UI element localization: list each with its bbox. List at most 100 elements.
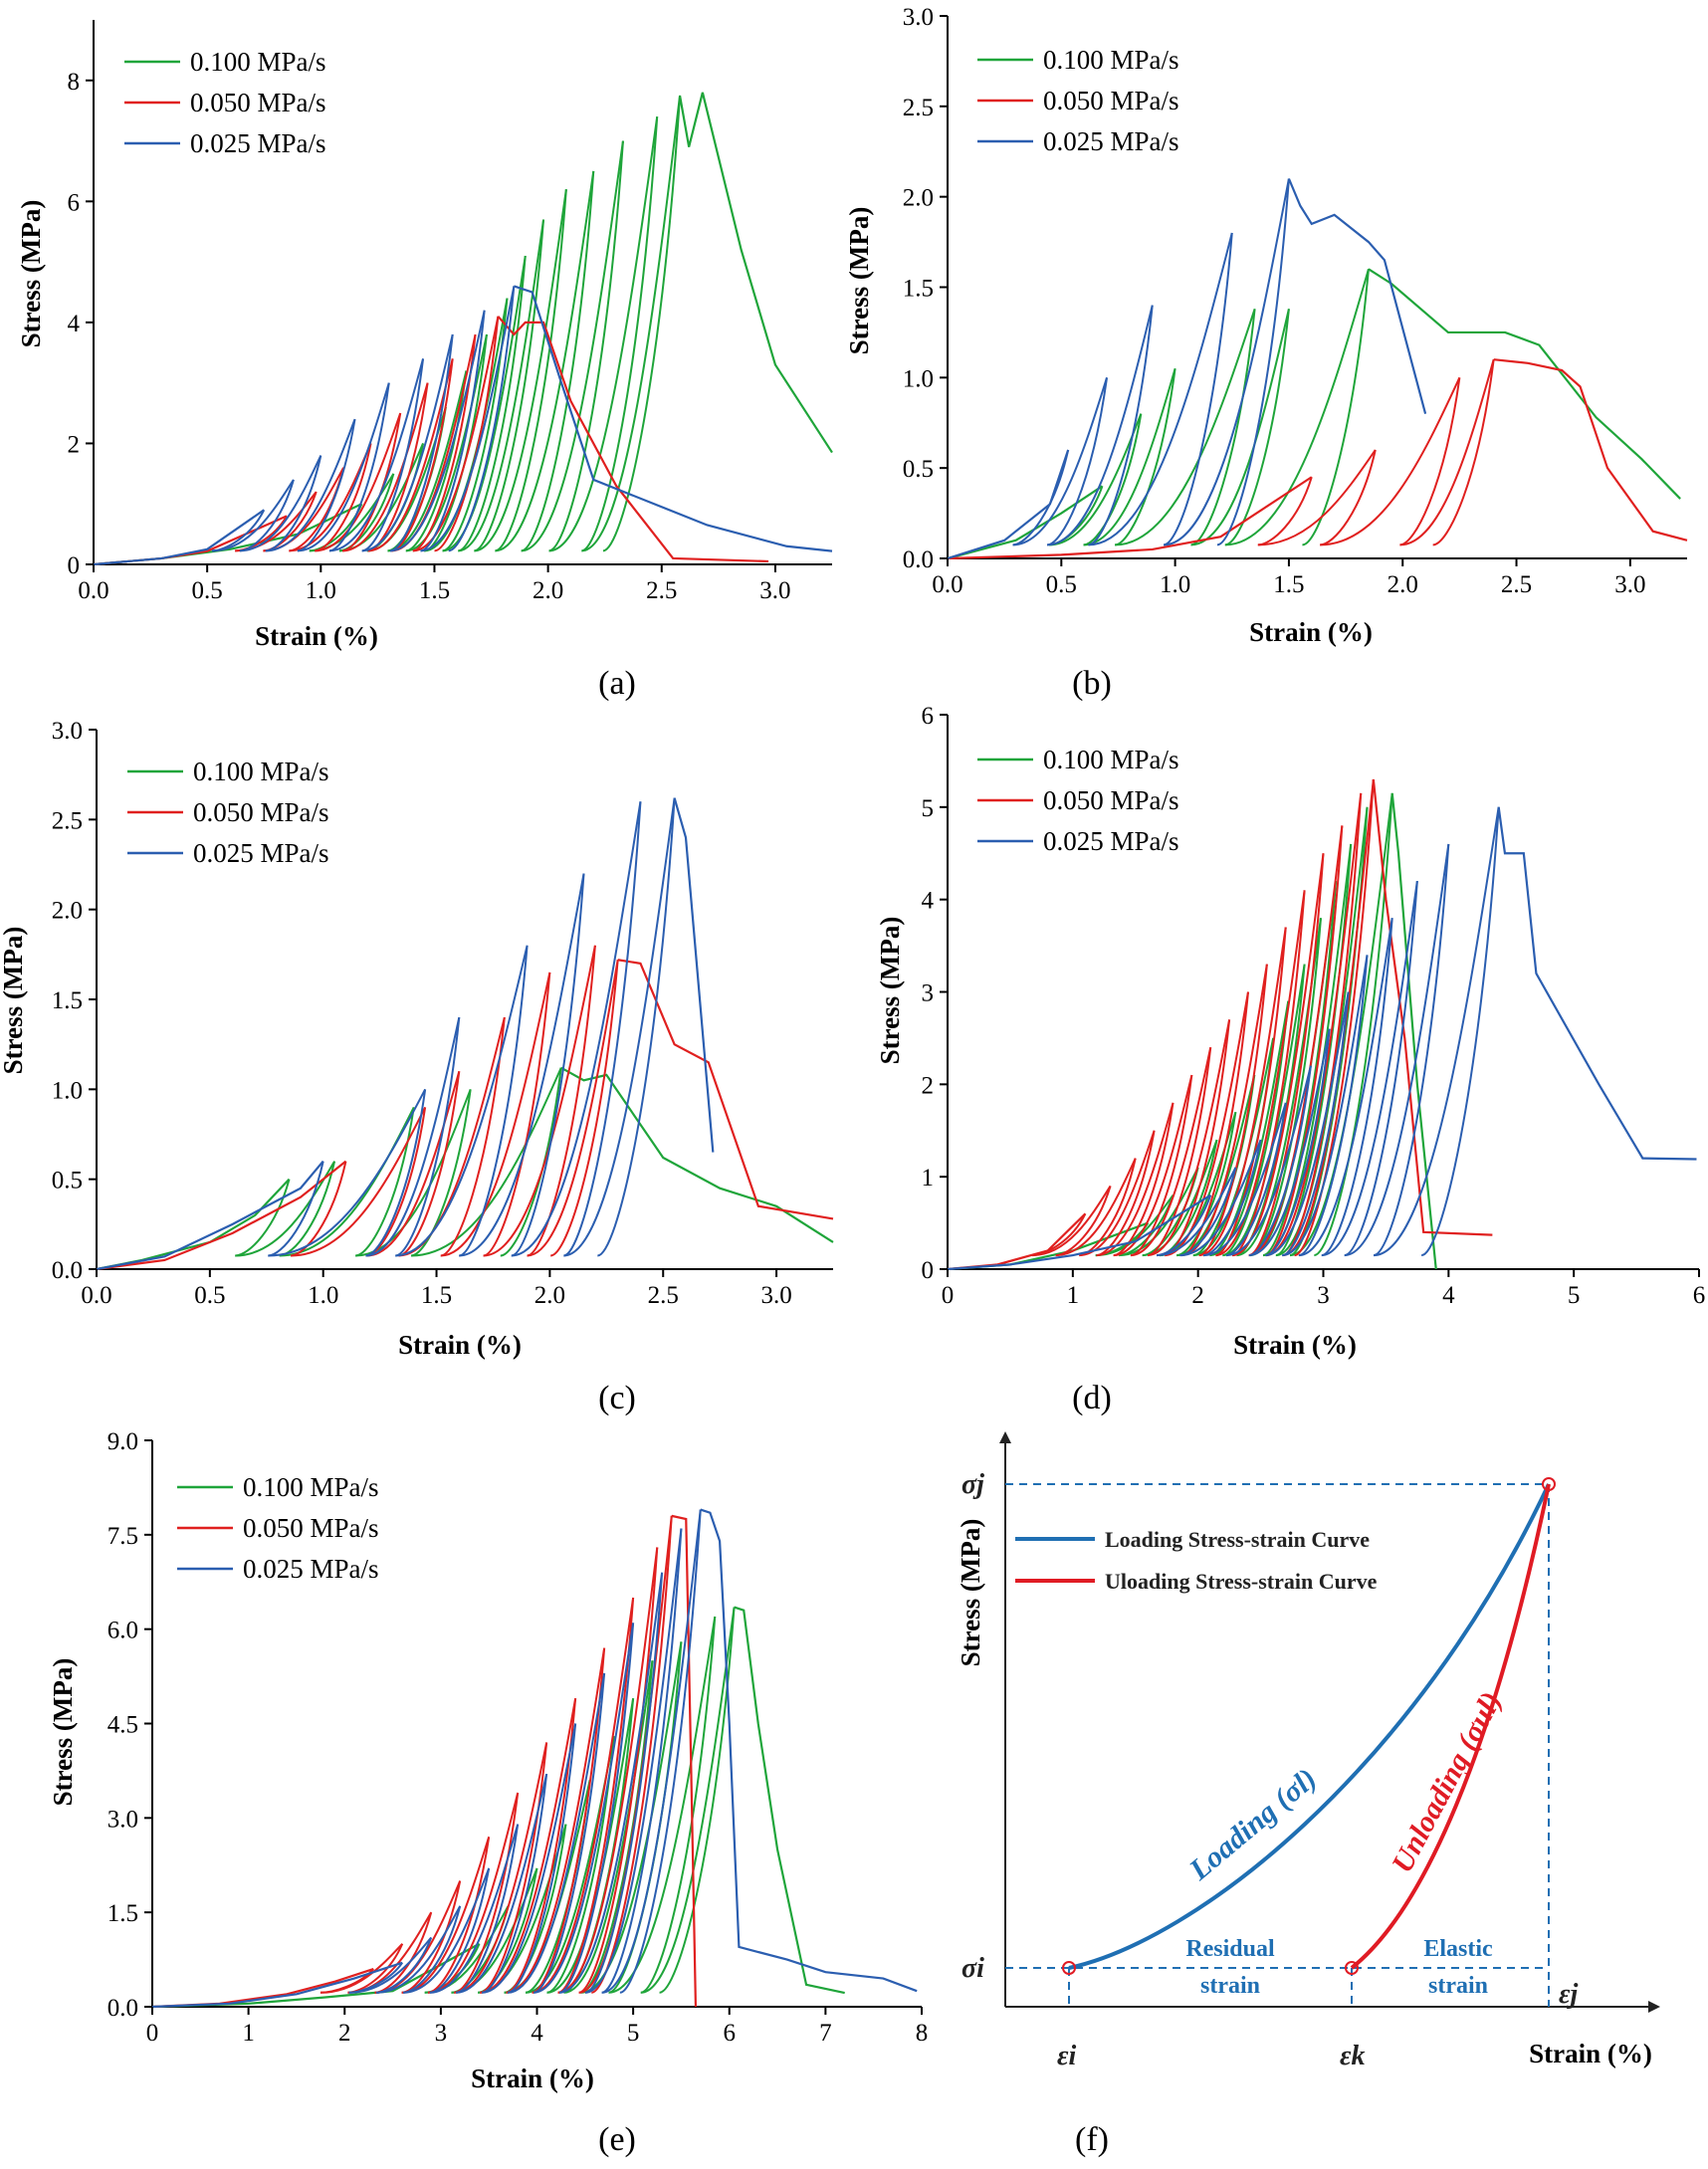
panel-e-series-0025-reload — [376, 1905, 462, 1994]
panel-a-series-0025-unload — [420, 310, 486, 552]
panel-e-series-0050-ramp — [151, 1968, 374, 2009]
panel-a-series-0100-reload — [442, 255, 527, 552]
panel-d-series-0025-reload — [1344, 843, 1450, 1257]
panel-b-ylabel: Stress (MPa) — [844, 207, 874, 355]
panel-c-ytick-label: 3.0 — [52, 718, 83, 745]
panel-b-series-0050-reload — [1257, 449, 1377, 546]
schematic-legend-loading-label: Loading Stress-strain Curve — [1105, 1527, 1370, 1552]
panel-d-legend-label: 0.100 MPa/s — [1043, 745, 1179, 774]
panel-a-series-0100-unload — [521, 170, 595, 552]
panel-e-series-0050-reload — [557, 1547, 659, 1994]
panel-a-series-0050-reload — [412, 316, 500, 552]
panel-d-series-0025-reload — [1265, 991, 1350, 1257]
panel-e-legend-label: 0.025 MPa/s — [243, 1554, 379, 1584]
panel-a-series-0050-reload — [342, 382, 429, 552]
panel-a-legend-label: 0.100 MPa/s — [190, 47, 326, 77]
panel-e-series-0025-unload — [455, 1824, 520, 1994]
panel-c-ytick-label: 2.0 — [52, 898, 83, 925]
panel-a-series — [93, 92, 833, 566]
panel-a-series-0100-unload — [602, 95, 682, 552]
panel-c-series — [96, 797, 834, 1271]
panel-a-series-0025-reload — [389, 310, 486, 552]
panel-a-caption: (a) — [598, 665, 636, 702]
panel-a-series-0025-reload — [265, 418, 356, 552]
panel-c-ylabel: Stress (MPa) — [0, 927, 28, 1075]
panel-d-series-0050-failure — [1372, 778, 1493, 1236]
panel-c-series-0025-unload — [563, 801, 642, 1257]
panel-a-series-0050-reload — [289, 443, 372, 552]
panel-e-series-0050-reload — [454, 1742, 548, 1994]
panel-a-legend: 0.100 MPa/s 0.050 MPa/s 0.025 MPa/s — [124, 47, 326, 158]
panel-d-series-0050-unload — [1113, 1102, 1174, 1257]
schematic-residual-line2: strain — [1200, 1973, 1260, 1999]
panel-e-ytick-label: 9.0 — [107, 1428, 138, 1455]
panel-b-ytick-label: 2.0 — [903, 185, 934, 212]
panel-d-series-0050-unload — [1181, 991, 1249, 1257]
panel-b-series-0100-reload — [1115, 308, 1256, 546]
panel-a-series-0100-failure — [678, 92, 833, 454]
panel-e-series-0025-reload — [456, 1773, 548, 1994]
panel-c-series-0025-unload — [458, 945, 529, 1257]
panel-c-series-0025-reload — [563, 797, 676, 1257]
panel-b-series-0100-unload — [1083, 413, 1143, 546]
panel-d-series-0025-reload — [1202, 1102, 1287, 1257]
panel-e-series-0025-failure — [700, 1508, 918, 1993]
panel-b-xtick-label: 2.5 — [1501, 571, 1532, 598]
panel-d-series-0025-unload — [1248, 1065, 1312, 1257]
panel-a-series-0050-reload — [315, 412, 402, 552]
panel-c-series-0025-unload — [395, 1016, 461, 1257]
panel-e-ytick-label: 1.5 — [107, 1900, 138, 1927]
panel-a-ytick-label: 8 — [68, 69, 81, 96]
schematic-point-i — [1062, 1961, 1076, 1975]
panel-e-series-0050-unload — [591, 1515, 673, 1994]
panel-d-series-0100-unload — [1262, 881, 1338, 1257]
panel-c-xtick-label: 1.0 — [308, 1282, 338, 1309]
panel-e-series-0025-reload — [584, 1528, 683, 1994]
panel-d-xtick-label: 5 — [1568, 1282, 1581, 1309]
panel-d-series-0025-unload — [1298, 955, 1369, 1257]
panel-d-series-0050-unload — [1215, 927, 1287, 1257]
panel-e-xlabel: Strain (%) — [471, 2063, 594, 2093]
panel-e-series-0025-unload — [507, 1723, 577, 1994]
panel-b-xtick-label: 3.0 — [1614, 571, 1645, 598]
panel-b-ytick-label: 1.0 — [903, 365, 934, 392]
panel-d-series-0050-unload — [1130, 1074, 1193, 1257]
panel-b-series-0025-unload — [1046, 377, 1109, 546]
panel-d-series-0025-unload — [1420, 806, 1500, 1257]
schematic-xlabel: Strain (%) — [1529, 2039, 1652, 2068]
panel-d-ytick-label: 3 — [922, 980, 935, 1007]
panel-c-xtick-label: 1.5 — [421, 1282, 452, 1309]
panel-d-series-0050-reload — [1055, 1158, 1137, 1257]
panel-d-series-0100-reload — [1275, 806, 1369, 1257]
panel-a-series-0025-reload — [361, 333, 454, 552]
panel-e-series-0050-reload — [506, 1647, 606, 1994]
panel-c-series-0050-reload — [527, 960, 619, 1257]
panel-c-series-0025-ramp — [96, 1160, 324, 1271]
panel-c-xtick-label: 2.5 — [648, 1282, 679, 1309]
panel-b-series-0100-ramp — [947, 485, 1104, 560]
panel-d-series-0025-ramp — [947, 1193, 1211, 1271]
panel-d-ticks: 0 1 2 3 4 5 6 0 1 2 3 4 5 6 — [922, 703, 1706, 1309]
panel-e-series-0100-failure — [734, 1606, 845, 1995]
panel-b-ytick-label: 0.5 — [903, 456, 934, 483]
panel-b-xtick-label: 2.0 — [1388, 571, 1418, 598]
panel-e-series-0100-reload — [640, 1607, 736, 1994]
schematic-sym-eps-i: εi — [1057, 2041, 1076, 2071]
panel-b-series-0050-unload — [1257, 476, 1313, 546]
panel-b-legend-label: 0.025 MPa/s — [1043, 126, 1179, 156]
panel-c-caption: (c) — [598, 1380, 636, 1416]
schematic-unloading-curve — [1350, 1483, 1551, 1970]
panel-e-xtick-label: 5 — [627, 2020, 640, 2047]
schematic-loading-curve — [1068, 1483, 1551, 1970]
panel-e-series-0025-unload — [584, 1572, 664, 1994]
panel-a-ytick-label: 0 — [68, 552, 81, 579]
schematic-ylabel: Stress (MPa) — [956, 1519, 985, 1667]
panel-d-series-0100-reload — [1119, 1167, 1199, 1257]
panel-c-xtick-label: 2.0 — [534, 1282, 565, 1309]
panel-d-xtick-label: 0 — [942, 1282, 955, 1309]
panel-c-series-0025-reload — [268, 1088, 427, 1257]
panel-d-series-0025-reload — [1374, 806, 1500, 1257]
panel-d-xtick-label: 4 — [1442, 1282, 1455, 1309]
panel-c-xlabel: Strain (%) — [398, 1330, 522, 1360]
